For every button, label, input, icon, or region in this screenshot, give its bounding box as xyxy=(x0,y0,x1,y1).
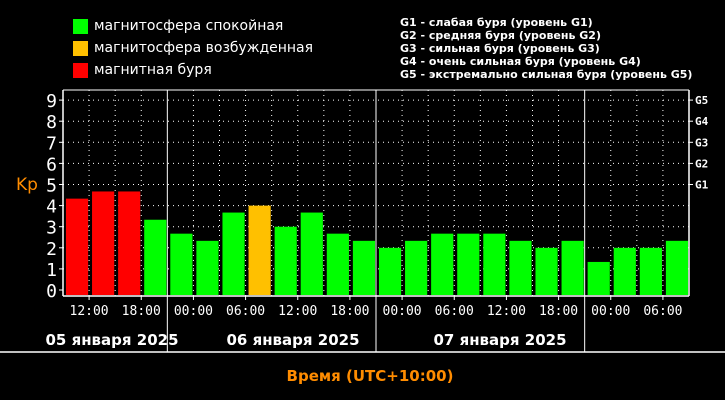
storm-level-tick-label: G5 xyxy=(695,94,708,107)
legend-swatch-quiet xyxy=(73,18,88,34)
storm-level-g2: G2 - средняя буря (уровень G2) xyxy=(400,29,601,42)
storm-level-g5: G5 - экстремально сильная буря (уровень … xyxy=(400,68,693,81)
kp-bar xyxy=(92,191,115,295)
day-label: 06 января 2025 xyxy=(226,331,359,349)
kp-bar xyxy=(561,240,584,295)
y-tick-label: 7 xyxy=(46,133,57,154)
legend-item-storm: магнитная буря xyxy=(73,59,313,81)
kp-bar xyxy=(665,240,689,295)
legend-label-storm: магнитная буря xyxy=(94,62,212,78)
y-tick-label: 9 xyxy=(46,91,57,112)
kp-bar xyxy=(196,240,219,295)
kp-bar xyxy=(483,233,506,295)
x-tick-label: 00:00 xyxy=(383,304,422,319)
y-tick-label: 6 xyxy=(46,154,57,175)
kp-bar xyxy=(639,247,662,295)
kp-bar xyxy=(300,212,323,295)
legend-label-quiet: магнитосфера спокойная xyxy=(94,18,284,34)
storm-level-g4: G4 - очень сильная буря (уровень G4) xyxy=(400,55,641,68)
kp-bar xyxy=(326,233,349,295)
legend-label-active: магнитосфера возбужденная xyxy=(94,40,314,56)
x-tick-label: 18:00 xyxy=(539,304,578,319)
x-tick-label: 18:00 xyxy=(122,304,161,319)
y-tick-label: 3 xyxy=(46,218,57,239)
y-tick-label: 0 xyxy=(46,281,57,302)
legend-swatch-storm xyxy=(73,62,88,78)
kp-bar xyxy=(118,191,141,295)
axes xyxy=(0,89,725,353)
legend-item-active: магнитосфера возбужденная xyxy=(73,37,313,59)
day-label: 05 января 2025 xyxy=(45,331,178,349)
legend: магнитосфера спокойная магнитосфера возб… xyxy=(73,15,313,81)
x-tick-label: 12:00 xyxy=(487,304,526,319)
storm-level-tick-label: G2 xyxy=(695,157,708,170)
kp-bar xyxy=(457,233,480,295)
kp-bar xyxy=(248,205,271,295)
kp-bar xyxy=(509,240,532,295)
y-tick-label: 8 xyxy=(46,112,57,133)
x-tick-label: 06:00 xyxy=(643,304,682,319)
kp-bar xyxy=(144,219,167,295)
x-axis-label: Время (UTC+10:00) xyxy=(287,367,454,385)
kp-bar xyxy=(587,261,610,295)
kp-bar xyxy=(222,212,245,295)
storm-level-g1: G1 - слабая буря (уровень G1) xyxy=(400,16,593,29)
storm-level-tick-label: G4 xyxy=(695,115,709,128)
y-tick-label: 1 xyxy=(46,260,57,281)
y-tick-label: 4 xyxy=(46,197,57,218)
kp-bar xyxy=(170,233,193,295)
y-axis-label: Kp xyxy=(16,175,38,195)
kp-bar xyxy=(65,198,89,295)
kp-bar xyxy=(613,247,636,295)
bars xyxy=(65,191,689,295)
kp-bar xyxy=(431,233,454,295)
kp-bar xyxy=(405,240,428,295)
y-tick-label: 5 xyxy=(46,176,57,197)
x-tick-label: 18:00 xyxy=(330,304,369,319)
legend-swatch-active xyxy=(73,40,88,56)
x-tick-label: 12:00 xyxy=(278,304,317,319)
x-tick-label: 00:00 xyxy=(591,304,630,319)
storm-level-legend: G1 - слабая буря (уровень G1) G2 - средн… xyxy=(400,16,692,81)
x-tick-label: 00:00 xyxy=(174,304,213,319)
y-tick-label: 2 xyxy=(46,239,57,260)
storm-level-g3: G3 - сильная буря (уровень G3) xyxy=(400,42,600,55)
kp-bar xyxy=(274,226,297,295)
x-tick-label: 06:00 xyxy=(226,304,265,319)
day-label: 07 января 2025 xyxy=(433,331,566,349)
kp-bar xyxy=(535,247,558,295)
kp-bar xyxy=(378,247,402,295)
kp-bar xyxy=(352,240,376,295)
storm-level-tick-label: G3 xyxy=(695,136,708,149)
x-tick-label: 12:00 xyxy=(70,304,109,319)
storm-level-tick-label: G1 xyxy=(695,179,709,192)
x-tick-label: 06:00 xyxy=(435,304,474,319)
legend-item-quiet: магнитосфера спокойная xyxy=(73,15,313,37)
